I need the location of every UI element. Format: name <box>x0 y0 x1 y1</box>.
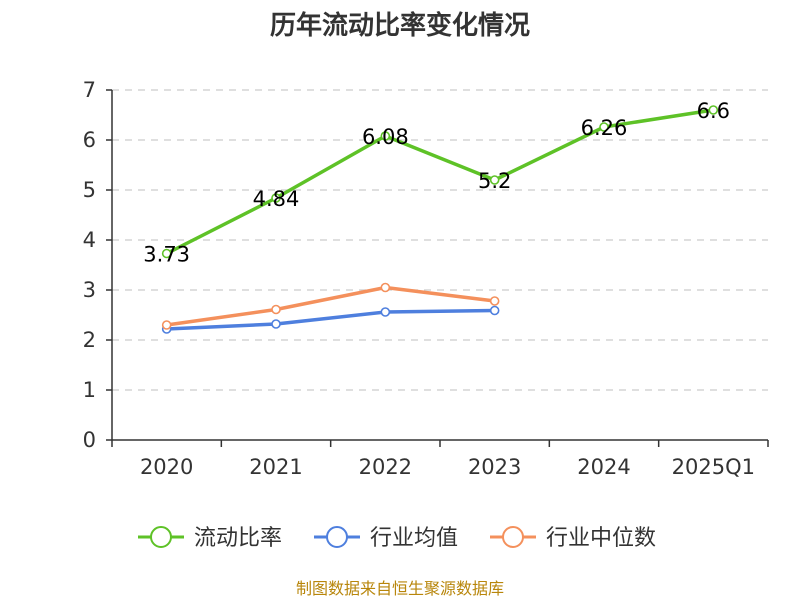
x-tick-label: 2020 <box>140 455 193 479</box>
series-line-2 <box>164 285 497 327</box>
y-tick-label: 6 <box>83 128 96 152</box>
series-lines <box>161 105 719 334</box>
data-labels: 3.73 4.84 6.08 5.2 6.26 6.6 <box>143 99 730 267</box>
legend-item-0[interactable]: 流动比率 <box>138 526 282 551</box>
series-point <box>489 175 500 185</box>
data-label: 5.2 <box>478 169 511 193</box>
x-tick-label: 2023 <box>468 455 521 479</box>
y-tick-label: 1 <box>83 378 96 402</box>
y-tick-label: 0 <box>83 428 96 452</box>
data-label: 3.73 <box>143 243 190 267</box>
legend-label: 行业中位数 <box>546 526 656 551</box>
y-tick-label: 5 <box>83 178 96 202</box>
data-label: 4.84 <box>253 187 300 211</box>
legend-label: 流动比率 <box>194 526 282 551</box>
legend[interactable]: 流动比率 行业均值 行业中位数 <box>138 526 656 551</box>
source-note: 制图数据来自恒生聚源数据库 <box>296 579 504 598</box>
series-point <box>380 282 391 293</box>
series-line-1 <box>164 308 497 331</box>
series-point <box>489 305 500 316</box>
series-point <box>708 105 719 115</box>
y-tick-label: 4 <box>83 228 96 252</box>
y-tick-label: 7 <box>83 78 96 102</box>
series-point <box>161 248 172 259</box>
x-tick-label: 2021 <box>249 455 302 479</box>
series-point <box>599 122 609 132</box>
grid-lines <box>112 89 768 391</box>
series-point <box>271 193 281 203</box>
x-tick-label: 2022 <box>359 455 412 479</box>
series-point <box>380 131 391 141</box>
legend-swatch-marker <box>150 526 172 548</box>
data-label: 6.08 <box>362 125 409 149</box>
data-label: 6.6 <box>697 99 730 123</box>
series-point <box>161 320 172 330</box>
x-tick-label: 2025Q1 <box>672 455 755 479</box>
series-point <box>271 319 281 329</box>
series-point <box>489 296 500 306</box>
x-tick-label: 2024 <box>577 455 630 479</box>
data-label: 6.26 <box>581 116 628 140</box>
axes: 0 1 2 3 4 5 6 7 2020 2021 2022 2023 2024 2025Q1 <box>83 78 769 479</box>
legend-swatch-marker <box>502 526 524 548</box>
legend-item-1[interactable]: 行业均值 <box>314 526 458 551</box>
series-point <box>271 304 281 315</box>
legend-label: 行业均值 <box>370 526 458 551</box>
series-point <box>380 307 391 317</box>
series-line-0 <box>164 108 716 256</box>
legend-item-2[interactable]: 行业中位数 <box>490 526 656 551</box>
chart-title: 历年流动比率变化情况 <box>270 10 530 41</box>
y-tick-label: 3 <box>83 278 96 302</box>
legend-swatch-marker <box>326 526 348 548</box>
y-tick-label: 2 <box>83 328 96 352</box>
